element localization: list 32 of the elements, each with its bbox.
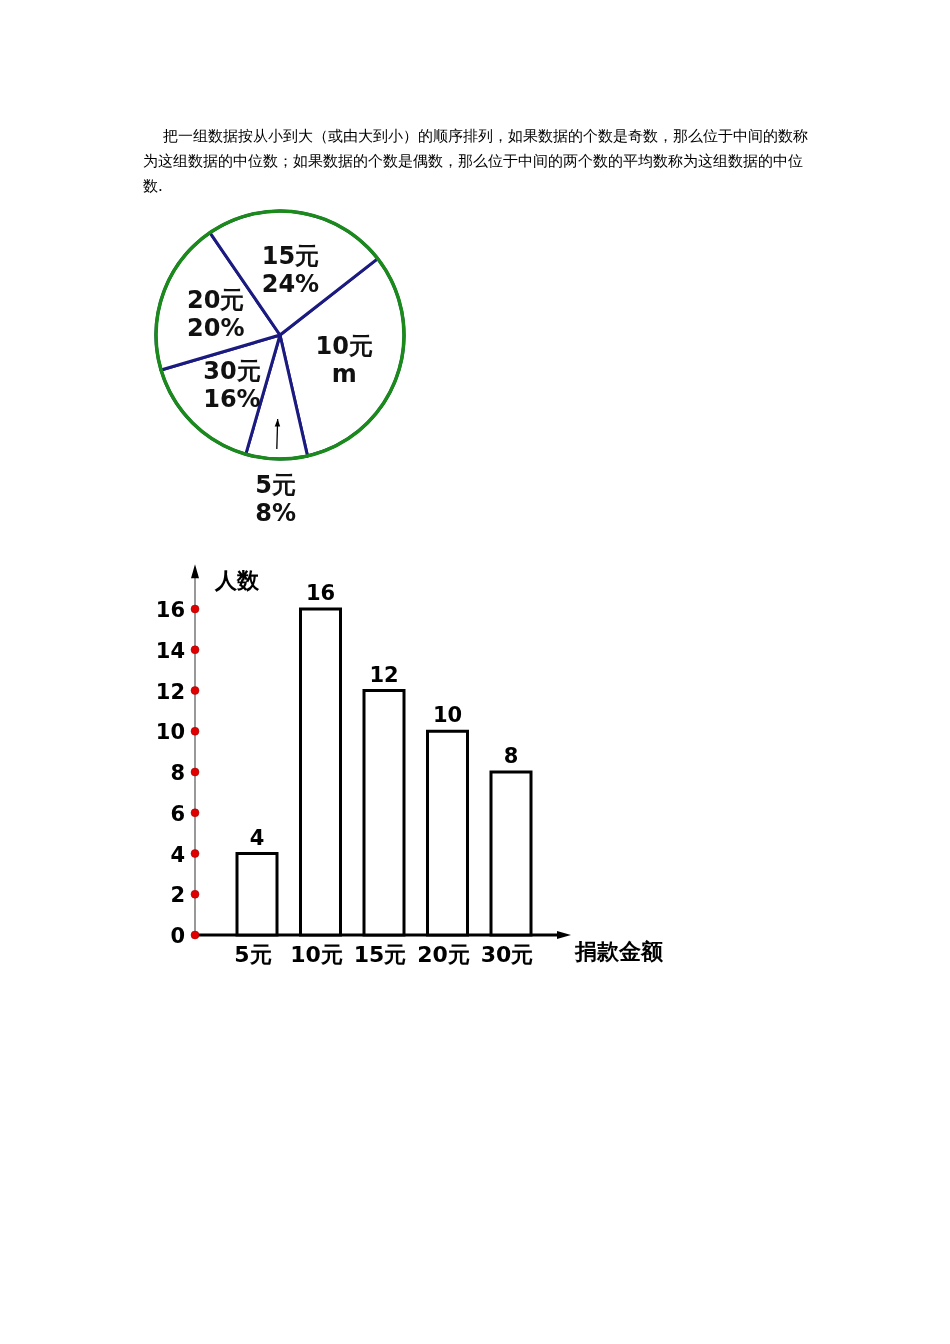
x-tick-label: 30元 [480,942,534,967]
text: 把一组数据按从小到大（或由大到小）的顺序排列，如果数据的个数是奇数，那么位于中间的数称为这组数据的中位数；如果数据的个数是偶数，那么位于中间的两个数的平均数称为这组数据的中位数. [143,126,809,197]
y-tick-label: 6 [170,801,185,826]
slice-label: 10元 [315,331,373,360]
y-tick-label: 12 [155,679,185,704]
data-label: 4 [249,825,265,850]
data-label: 12 [369,662,399,687]
x-tick-label: 10元 [290,942,343,967]
y-tick-label: 2 [170,883,185,908]
data-label: 10 [432,703,463,728]
y-tick-label: 0 [170,924,185,948]
data-label: 8 [503,744,519,768]
y-tick-label: 8 [170,761,185,785]
x-tick-label: 20元 [417,942,470,967]
slice-label: 30元 [203,357,261,386]
data-label: 24% [261,269,320,298]
slice-label: 20元 [187,286,245,315]
y-tick-label: 10 [155,720,185,745]
data-label: 16% [203,385,261,414]
y-tick-label: 4 [170,842,185,867]
data-label: 8% [255,498,297,527]
x-tick-label: 15元 [353,942,407,967]
data-label: 16 [305,581,336,605]
data-label: 20% [187,314,245,343]
x-axis-title: 捐款金额 [574,939,664,964]
slice-label: 5元 [255,470,297,499]
slice-label: 15元 [261,241,320,270]
x-tick-label: 5元 [234,942,272,967]
y-tick-label: 14 [155,638,185,663]
y-axis-title: 人数 [214,568,260,594]
y-tick-label: 16 [155,598,185,622]
data-label: m [331,359,357,388]
